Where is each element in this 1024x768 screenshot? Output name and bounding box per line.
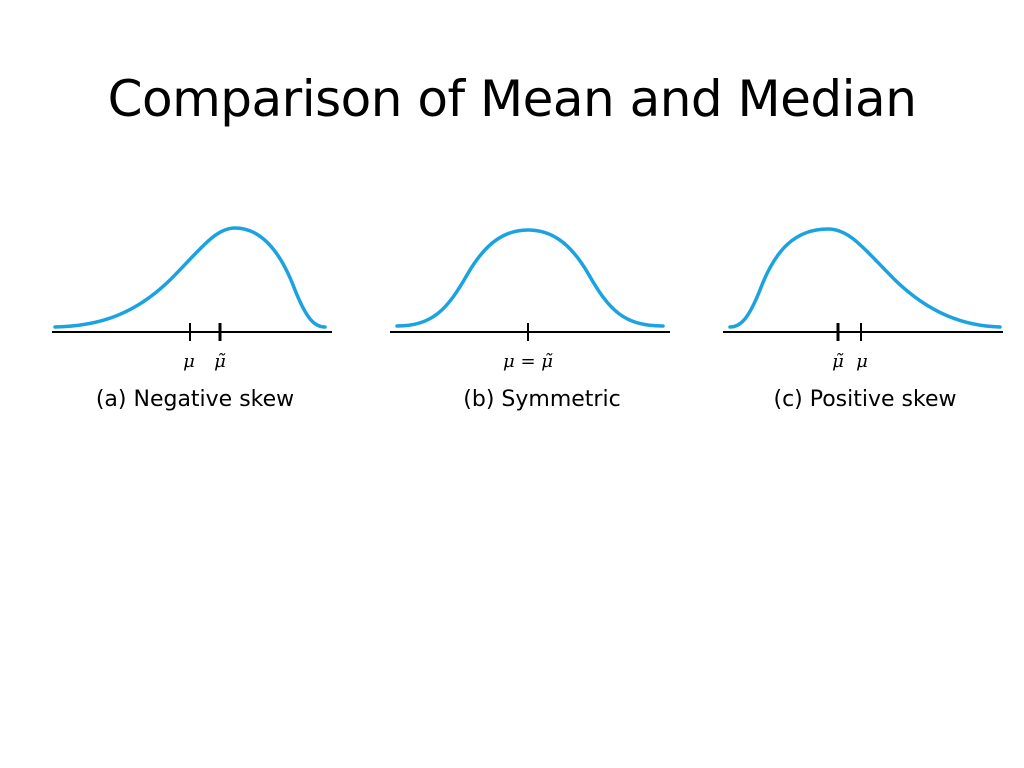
median-label: μ̃ <box>214 351 226 372</box>
mean-label: μ <box>856 351 868 372</box>
panel-negative-skew: μ μ̃ (a) Negative skew <box>45 210 345 430</box>
caption-negative-skew: (a) Negative skew <box>95 387 295 412</box>
panel-positive-skew: μ̃ μ (c) Positive skew <box>720 210 1020 430</box>
symmetric-diagram: μ = μ̃ <box>390 228 670 372</box>
caption-symmetric: (b) Symmetric <box>463 387 621 412</box>
median-label: μ̃ <box>832 351 844 372</box>
negative-skew-diagram: μ μ̃ <box>52 226 332 372</box>
slide-title: Comparison of Mean and Median <box>107 70 917 128</box>
caption-positive-skew: (c) Positive skew <box>773 387 957 412</box>
symmetric-curve <box>395 228 665 328</box>
panel-symmetric: μ = μ̃ (b) Symmetric <box>387 210 687 430</box>
mean-equals-median-label: μ = μ̃ <box>503 351 553 372</box>
negative-skew-curve <box>53 226 327 329</box>
positive-skew-curve <box>728 227 1002 329</box>
mean-label: μ <box>183 351 195 372</box>
positive-skew-diagram: μ̃ μ <box>723 227 1003 372</box>
